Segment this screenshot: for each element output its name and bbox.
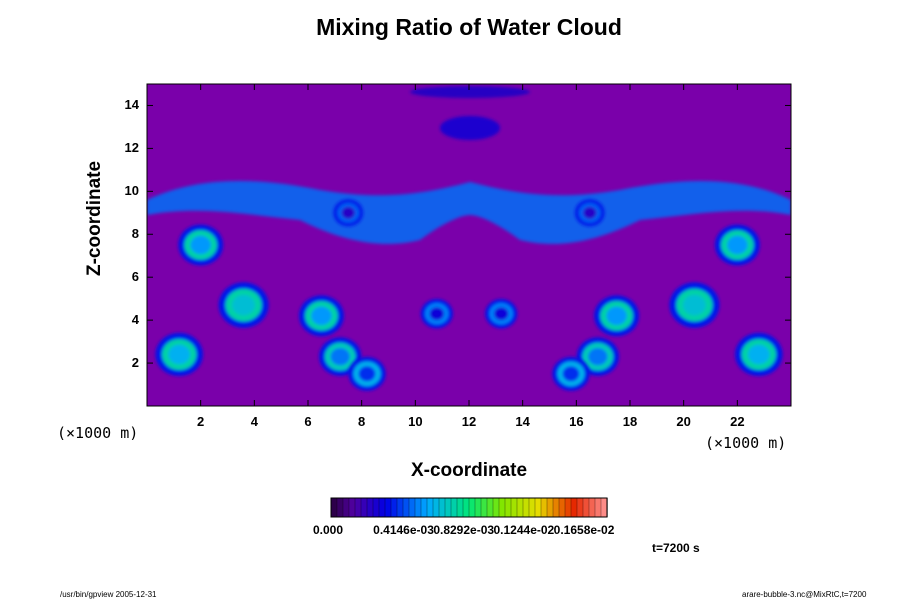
colorbar (330, 497, 608, 518)
x-tick-label: 10 (408, 414, 423, 429)
colorbar-cell (402, 497, 410, 518)
footer-left: /usr/bin/gpview 2005-12-31 (60, 590, 157, 599)
colorbar-cell (558, 497, 566, 518)
colorbar-cell (540, 497, 548, 518)
x-tick-label: 4 (250, 414, 258, 429)
cloud-blob (155, 332, 203, 377)
colorbar-cell (426, 497, 434, 518)
colorbar-cell (492, 497, 500, 518)
x-tick-label: 14 (515, 414, 530, 429)
colorbar-cell (432, 497, 440, 518)
colorbar-cell (396, 497, 404, 518)
axis-ticks (147, 84, 791, 406)
colorbar-cell (546, 497, 554, 518)
upper-faint-cloud (410, 86, 530, 98)
colorbar-cell (450, 497, 458, 518)
y-tick-label: 4 (131, 312, 139, 328)
x-tick-label: 18 (622, 414, 638, 429)
colorbar-cell (378, 497, 386, 518)
colorbar-cell (462, 497, 470, 518)
colorbar-cell (582, 497, 590, 518)
colorbar-tick-label: 0.000 (313, 523, 344, 537)
x-tick-label: 2 (197, 414, 205, 429)
colorbar-cell (330, 497, 338, 518)
colorbar-cell (420, 497, 428, 518)
y-tick-label: 14 (124, 97, 139, 113)
cloud-blob (333, 199, 364, 227)
colorbar-cell (594, 497, 602, 518)
y-tick-label: 12 (124, 140, 139, 156)
colorbar-cell (504, 497, 512, 518)
colorbar-frame (330, 497, 608, 518)
x-axis-unit: (×1000 m) (705, 434, 787, 452)
colorbar-cell (336, 497, 344, 518)
colorbar-tick-label: 0.8292e-03 (433, 523, 495, 537)
colorbar-tick-label: 0.1244e-02 (493, 523, 555, 537)
colorbar-cell (444, 497, 452, 518)
colorbar-cell (384, 497, 392, 518)
cloud-blob (669, 282, 720, 328)
colorbar-cell (552, 497, 560, 518)
colorbar-cell (528, 497, 536, 518)
colorbar-cell (564, 497, 572, 518)
x-tick-label: 12 (461, 414, 477, 429)
y-tick-label: 6 (131, 269, 139, 285)
colorbar-cell (390, 497, 398, 518)
colorbar-cell (456, 497, 464, 518)
y-tick-label: 10 (124, 183, 139, 199)
x-tick-label: 20 (676, 414, 691, 429)
colorbar-tick-label: 0.4146e-03 (373, 523, 434, 537)
colorbar-cell (366, 497, 374, 518)
upper-faint-cloud (440, 116, 500, 140)
colorbar-cell (474, 497, 482, 518)
colorbar-cell (516, 497, 524, 518)
x-tick-label: 22 (730, 414, 745, 429)
colorbar-cell (576, 497, 584, 518)
colorbar-cell (486, 497, 494, 518)
upper-cloud-band (147, 180, 791, 244)
x-axis-label: X-coordinate (410, 460, 528, 481)
colorbar-cell (438, 497, 446, 518)
colorbar-cell (372, 497, 380, 518)
x-tick-label: 16 (569, 414, 584, 429)
y-tick-label: 8 (131, 226, 139, 242)
colorbar-tick-label: 0.1658e-02 (553, 523, 615, 537)
cloud-blob (218, 282, 269, 328)
cloud-blob (552, 356, 590, 391)
cloud-blob (594, 295, 640, 337)
colorbar-cell (408, 497, 416, 518)
colorbar-cell (570, 497, 578, 518)
y-tick-label: 2 (131, 355, 139, 371)
time-label: t=7200 s (652, 541, 700, 555)
x-tick-label: 8 (358, 414, 366, 429)
colorbar-cell (480, 497, 488, 518)
cloud-field (147, 86, 791, 391)
cloud-blob (178, 224, 224, 266)
colorbar-cell (468, 497, 476, 518)
colorbar-cell (414, 497, 422, 518)
colorbar-cell (588, 497, 596, 518)
cloud-blob (485, 299, 518, 329)
cloud-blob (714, 224, 760, 266)
colorbar-cell (342, 497, 350, 518)
colorbar-cell (498, 497, 506, 518)
y-axis-unit: (×1000 m) (57, 424, 139, 442)
footer-right: arare-bubble-3.nc@MixRtC,t=7200 (742, 590, 867, 599)
colorbar-cell (522, 497, 530, 518)
cloud-blob (735, 332, 783, 377)
colorbar-cell (534, 497, 542, 518)
colorbar-cell (348, 497, 356, 518)
cloud-blob (574, 199, 605, 227)
colorbar-cell (360, 497, 368, 518)
cloud-blob (348, 356, 386, 391)
cloud-blob (298, 295, 344, 337)
cloud-blob (420, 299, 453, 329)
colorbar-cell (354, 497, 362, 518)
colorbar-cell (510, 497, 518, 518)
chart-title: Mixing Ratio of Water Cloud (316, 14, 622, 40)
x-tick-label: 6 (304, 414, 312, 429)
